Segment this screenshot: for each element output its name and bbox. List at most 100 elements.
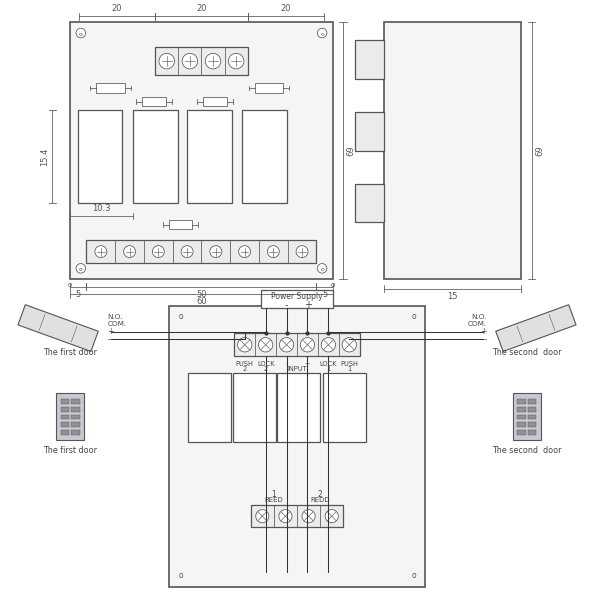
- Text: REED: REED: [265, 497, 283, 503]
- Circle shape: [181, 245, 193, 257]
- Text: 15: 15: [447, 292, 458, 301]
- Circle shape: [205, 53, 221, 69]
- Text: COM.: COM.: [107, 321, 127, 327]
- Bar: [169, 220, 193, 229]
- Text: 10.3: 10.3: [92, 205, 111, 214]
- Bar: [203, 97, 227, 106]
- Bar: [61, 415, 69, 419]
- Bar: [97, 83, 125, 93]
- Text: 60: 60: [196, 297, 207, 306]
- Circle shape: [279, 509, 292, 523]
- Text: -: -: [284, 300, 288, 310]
- Text: 2: 2: [242, 365, 247, 371]
- Circle shape: [152, 245, 164, 257]
- Circle shape: [280, 338, 294, 352]
- Bar: [18, 305, 98, 352]
- Bar: [528, 407, 536, 412]
- Bar: [71, 407, 80, 412]
- Text: 20: 20: [196, 4, 207, 13]
- Bar: [254, 83, 283, 93]
- Bar: [188, 373, 231, 442]
- Circle shape: [296, 245, 308, 257]
- Bar: [61, 399, 69, 404]
- Circle shape: [182, 53, 197, 69]
- Text: 15.4: 15.4: [40, 148, 49, 166]
- Bar: [61, 422, 69, 427]
- Bar: [71, 399, 80, 404]
- Text: REDD: REDD: [310, 497, 330, 503]
- Text: The first door: The first door: [43, 348, 97, 357]
- Text: o: o: [320, 267, 324, 272]
- Bar: [383, 22, 521, 279]
- Text: N.O.: N.O.: [471, 314, 487, 320]
- Text: 50: 50: [196, 290, 207, 299]
- Bar: [133, 110, 178, 203]
- Bar: [169, 306, 425, 587]
- Bar: [242, 110, 287, 203]
- Text: +: +: [107, 327, 114, 336]
- Bar: [71, 430, 80, 434]
- Text: PUSH: PUSH: [236, 361, 254, 367]
- Bar: [517, 430, 526, 434]
- Bar: [517, 415, 526, 419]
- Bar: [61, 407, 69, 412]
- Text: o: o: [178, 571, 183, 580]
- Text: +: +: [305, 361, 310, 367]
- Text: -: -: [484, 335, 487, 344]
- Text: LOCK: LOCK: [320, 361, 337, 367]
- Bar: [155, 47, 248, 75]
- Bar: [86, 240, 316, 263]
- Bar: [61, 430, 69, 434]
- Text: The second  door: The second door: [492, 348, 562, 357]
- Bar: [528, 430, 536, 434]
- Circle shape: [300, 338, 314, 352]
- Text: +: +: [480, 327, 487, 336]
- Bar: [528, 399, 536, 404]
- Text: 1: 1: [326, 365, 331, 371]
- Circle shape: [317, 263, 327, 273]
- Circle shape: [325, 509, 338, 523]
- Circle shape: [302, 509, 315, 523]
- Circle shape: [256, 509, 269, 523]
- Text: The second  door: The second door: [492, 446, 562, 455]
- Bar: [261, 290, 333, 308]
- Bar: [71, 415, 80, 419]
- Circle shape: [210, 245, 222, 257]
- Text: LOCK: LOCK: [257, 361, 274, 367]
- Bar: [71, 422, 80, 427]
- Bar: [233, 373, 276, 442]
- Bar: [142, 97, 166, 106]
- Circle shape: [76, 263, 86, 273]
- Bar: [277, 373, 320, 442]
- Bar: [528, 422, 536, 427]
- Text: N.O.: N.O.: [107, 314, 123, 320]
- Text: o: o: [331, 282, 335, 288]
- Text: 20: 20: [281, 4, 291, 13]
- Circle shape: [321, 338, 335, 352]
- Text: -: -: [107, 335, 110, 344]
- Circle shape: [317, 28, 327, 38]
- Text: o: o: [411, 571, 416, 580]
- Bar: [512, 393, 541, 440]
- Text: o: o: [79, 267, 83, 272]
- Circle shape: [259, 338, 273, 352]
- Circle shape: [342, 338, 356, 352]
- Text: 5: 5: [322, 290, 327, 299]
- Text: INPUT: INPUT: [287, 365, 307, 371]
- Bar: [77, 110, 122, 203]
- Circle shape: [238, 338, 252, 352]
- Text: The first door: The first door: [43, 446, 97, 455]
- Text: 2: 2: [263, 365, 268, 371]
- Bar: [517, 422, 526, 427]
- Bar: [496, 305, 576, 352]
- Bar: [355, 184, 383, 223]
- Bar: [355, 40, 383, 79]
- Text: COM.: COM.: [467, 321, 487, 327]
- Text: o: o: [79, 32, 83, 37]
- Text: o: o: [411, 312, 416, 321]
- Bar: [251, 505, 343, 527]
- Circle shape: [229, 53, 244, 69]
- Text: 2: 2: [318, 490, 323, 499]
- Circle shape: [268, 245, 279, 257]
- Text: 5: 5: [76, 290, 81, 299]
